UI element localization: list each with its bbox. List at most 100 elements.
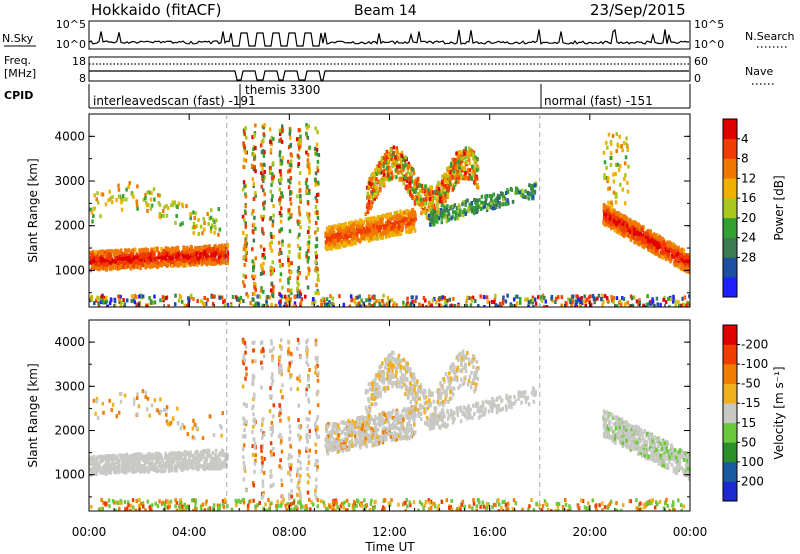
- power-cell: [649, 301, 653, 306]
- power-cell: [402, 218, 406, 223]
- power-cell: [685, 255, 688, 260]
- power-cell: [107, 257, 111, 262]
- power-cell: [441, 295, 445, 300]
- power-cell: [465, 304, 468, 307]
- power-cell: [94, 262, 98, 267]
- power-cell: [515, 301, 519, 306]
- velocity-cell: [90, 455, 93, 460]
- power-cell: [492, 300, 496, 305]
- power-cell: [377, 168, 381, 173]
- power-cell: [141, 252, 145, 257]
- power-cell: [279, 227, 283, 232]
- power-cell: [102, 263, 105, 268]
- power-cell: [636, 228, 639, 233]
- power-cell: [453, 173, 456, 178]
- power-cell: [616, 220, 619, 225]
- power-cell: [612, 295, 615, 300]
- nave-tick-top: 60: [694, 55, 708, 68]
- power-cell: [458, 165, 461, 170]
- power-cell: [461, 174, 464, 179]
- power-cell: [370, 231, 373, 236]
- power-cell: [314, 291, 318, 296]
- power-cell: [155, 248, 159, 253]
- power-cell: [283, 294, 287, 299]
- power-cell: [650, 239, 653, 244]
- power-cell: [270, 182, 273, 187]
- power-cell: [171, 255, 174, 260]
- power-cell: [280, 250, 283, 255]
- power-cell: [655, 296, 659, 301]
- power-cell: [316, 168, 320, 173]
- power-cell: [197, 260, 201, 265]
- freq-label: Freq.: [4, 54, 31, 67]
- power-cell: [459, 212, 462, 217]
- power-cell: [392, 145, 396, 150]
- power-cell: [133, 259, 136, 264]
- power-cell: [613, 219, 616, 224]
- power-cell: [152, 262, 155, 267]
- power-cell: [411, 221, 415, 226]
- power-cell: [101, 260, 104, 265]
- power-cell: [375, 232, 378, 237]
- power-cell: [686, 301, 690, 306]
- power-cell: [100, 294, 103, 299]
- power-cell: [116, 261, 119, 266]
- power-cell: [453, 203, 457, 208]
- power-cell: [344, 225, 347, 230]
- power-cell: [375, 190, 379, 195]
- power-cell: [100, 265, 104, 270]
- power-cell: [220, 245, 224, 250]
- power-cell: [432, 222, 435, 227]
- power-cell: [406, 166, 410, 171]
- power-cell: [370, 182, 373, 187]
- power-cell: [467, 176, 470, 181]
- power-cell: [193, 247, 197, 252]
- power-cell: [671, 251, 675, 256]
- power-cell: [609, 151, 613, 156]
- velocity-cell: [180, 461, 183, 466]
- power-cell: [360, 227, 363, 232]
- power-cell: [305, 189, 308, 194]
- power-cell: [378, 228, 381, 233]
- colorbar-swatch: [723, 257, 737, 278]
- power-cell: [653, 242, 657, 247]
- power-cell: [139, 252, 143, 257]
- power-cell: [515, 190, 518, 195]
- power-cell: [316, 288, 319, 293]
- power-cell: [666, 246, 670, 251]
- power-cell: [277, 240, 281, 245]
- power-cell: [329, 242, 333, 247]
- power-cell: [207, 222, 210, 227]
- power-cell: [464, 146, 468, 151]
- power-cell: [252, 268, 255, 273]
- power-cell: [252, 230, 255, 235]
- power-cell: [178, 293, 182, 298]
- velocity-cell: [157, 462, 161, 467]
- nsky-tick-top: 10^5: [56, 18, 86, 31]
- power-cell: [265, 299, 268, 304]
- power-cell: [334, 237, 338, 242]
- power-cell: [395, 303, 398, 307]
- power-cell: [431, 198, 435, 203]
- power-cell: [661, 245, 665, 250]
- power-cell: [495, 196, 499, 201]
- power-cell: [158, 193, 162, 198]
- power-cell: [446, 204, 449, 209]
- power-cell: [93, 206, 96, 211]
- power-cell: [468, 161, 471, 166]
- power-cell: [125, 248, 129, 253]
- power-cell: [436, 201, 439, 206]
- power-cell: [673, 254, 676, 259]
- power-cell: [380, 155, 384, 160]
- power-cell: [189, 216, 192, 221]
- power-cell: [387, 159, 390, 164]
- power-cell: [438, 196, 442, 201]
- power-cell: [366, 229, 370, 234]
- power-cell: [199, 259, 202, 264]
- power-cell: [389, 147, 392, 152]
- power-cell: [667, 249, 670, 254]
- power-cell: [205, 247, 209, 252]
- power-cell: [393, 215, 397, 220]
- power-cell: [185, 257, 188, 262]
- power-cell: [413, 185, 416, 190]
